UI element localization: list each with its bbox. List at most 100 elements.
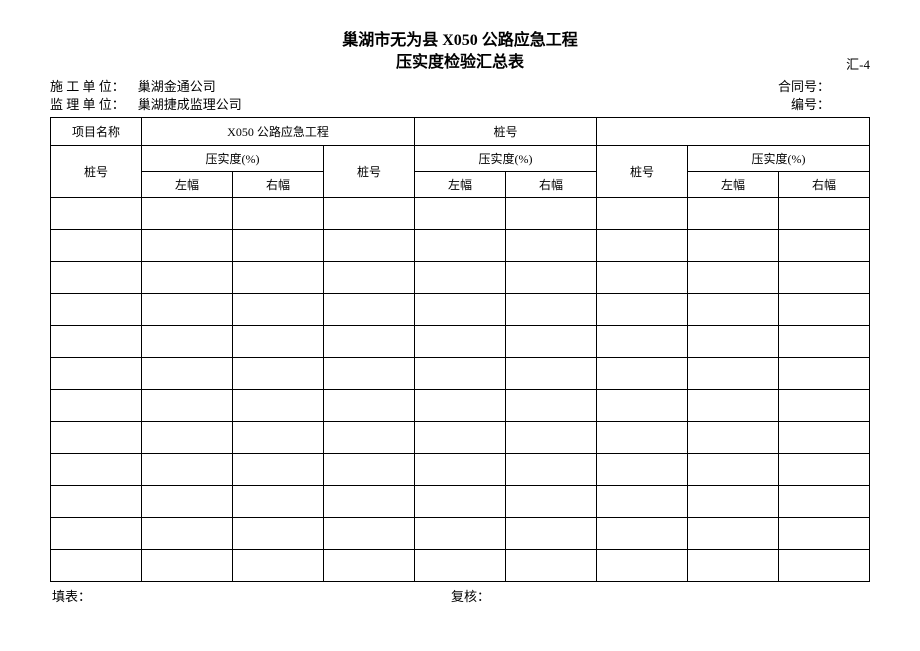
col-pile-3: 桩号 <box>597 146 688 198</box>
table-row <box>51 294 870 326</box>
main-table: 项目名称 X050 公路应急工程 桩号 桩号 压实度(%) 桩号 压实度(%) … <box>50 117 870 582</box>
table-row <box>51 454 870 486</box>
table-cell <box>415 518 506 550</box>
construction-unit-value: 巢湖金通公司 <box>138 79 216 94</box>
table-cell <box>415 486 506 518</box>
table-cell <box>597 294 688 326</box>
construction-unit: 施 工 单 位： 巢湖金通公司 <box>50 78 216 96</box>
title-block: 巢湖市无为县 X050 公路应急工程 压实度检验汇总表 <box>50 30 870 74</box>
table-cell <box>688 262 779 294</box>
header-row-2: 左幅 右幅 左幅 右幅 左幅 右幅 <box>51 172 870 198</box>
table-cell <box>688 294 779 326</box>
project-name-label: 项目名称 <box>51 118 142 146</box>
table-cell <box>415 550 506 582</box>
table-cell <box>506 422 597 454</box>
table-cell <box>506 326 597 358</box>
serial-label: 编号： <box>791 97 830 112</box>
table-row <box>51 422 870 454</box>
table-cell <box>415 422 506 454</box>
table-cell <box>597 422 688 454</box>
table-cell <box>506 454 597 486</box>
table-cell <box>779 294 870 326</box>
table-cell <box>51 230 142 262</box>
supervision-unit-value: 巢湖捷成监理公司 <box>138 97 242 112</box>
review-by: 复核： <box>451 586 490 605</box>
table-cell <box>233 358 324 390</box>
table-row <box>51 390 870 422</box>
table-cell <box>688 454 779 486</box>
table-cell <box>51 518 142 550</box>
table-cell <box>51 198 142 230</box>
review-label: 复核： <box>451 589 490 604</box>
col-right-3: 右幅 <box>779 172 870 198</box>
contract-label: 合同号： <box>778 79 830 94</box>
table-cell <box>142 518 233 550</box>
col-pile-1: 桩号 <box>51 146 142 198</box>
table-cell <box>415 358 506 390</box>
table-cell <box>506 550 597 582</box>
table-cell <box>51 454 142 486</box>
table-cell <box>142 390 233 422</box>
table-row <box>51 262 870 294</box>
table-cell <box>142 294 233 326</box>
table-cell <box>506 486 597 518</box>
pile-no-value-top <box>597 118 870 146</box>
table-cell <box>597 230 688 262</box>
table-cell <box>688 230 779 262</box>
table-cell <box>779 262 870 294</box>
table-cell <box>506 390 597 422</box>
table-cell <box>233 230 324 262</box>
table-cell <box>597 390 688 422</box>
table-cell <box>233 518 324 550</box>
supervision-unit: 监 理 单 位： 巢湖捷成监理公司 <box>50 96 242 114</box>
table-cell <box>779 550 870 582</box>
table-row <box>51 486 870 518</box>
table-row <box>51 358 870 390</box>
col-compaction-1: 压实度(%) <box>142 146 324 172</box>
table-cell <box>415 294 506 326</box>
table-cell <box>688 518 779 550</box>
table-cell <box>51 390 142 422</box>
table-row <box>51 230 870 262</box>
table-cell <box>142 454 233 486</box>
table-cell <box>597 486 688 518</box>
table-cell <box>324 262 415 294</box>
title-line-2: 压实度检验汇总表 <box>50 52 870 74</box>
table-cell <box>597 358 688 390</box>
construction-unit-label: 施 工 单 位： <box>50 79 125 94</box>
table-cell <box>142 358 233 390</box>
fill-label: 填表： <box>52 589 91 604</box>
table-cell <box>506 358 597 390</box>
col-left-2: 左幅 <box>415 172 506 198</box>
title-line-1: 巢湖市无为县 X050 公路应急工程 <box>50 30 870 52</box>
table-cell <box>688 358 779 390</box>
table-cell <box>51 358 142 390</box>
table-cell <box>415 198 506 230</box>
table-cell <box>415 262 506 294</box>
table-cell <box>597 550 688 582</box>
table-cell <box>233 390 324 422</box>
table-cell <box>779 486 870 518</box>
table-cell <box>233 422 324 454</box>
table-cell <box>233 486 324 518</box>
table-cell <box>506 518 597 550</box>
table-cell <box>233 262 324 294</box>
table-cell <box>324 486 415 518</box>
table-cell <box>142 198 233 230</box>
table-cell <box>688 326 779 358</box>
table-cell <box>142 230 233 262</box>
table-cell <box>233 326 324 358</box>
table-cell <box>597 262 688 294</box>
table-cell <box>51 294 142 326</box>
col-right-2: 右幅 <box>506 172 597 198</box>
table-cell <box>324 422 415 454</box>
table-cell <box>779 358 870 390</box>
table-cell <box>779 230 870 262</box>
table-cell <box>688 486 779 518</box>
table-cell <box>506 294 597 326</box>
table-cell <box>324 390 415 422</box>
table-cell <box>779 198 870 230</box>
project-row: 项目名称 X050 公路应急工程 桩号 <box>51 118 870 146</box>
header-row-1: 桩号 压实度(%) 桩号 压实度(%) 桩号 压实度(%) <box>51 146 870 172</box>
table-cell <box>506 198 597 230</box>
